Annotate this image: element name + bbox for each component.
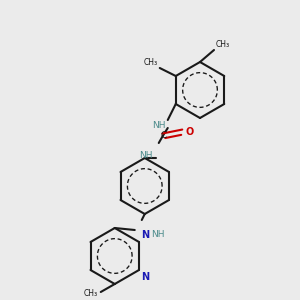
Text: CH₃: CH₃ [144,58,158,67]
Text: NH: NH [151,230,164,239]
Text: C: C [160,130,167,140]
Text: CH₃: CH₃ [84,289,98,298]
Text: N: N [141,272,149,282]
Text: NH: NH [152,121,166,130]
Text: O: O [186,127,194,137]
Text: NH: NH [139,151,153,160]
Text: N: N [141,230,149,240]
Text: CH₃: CH₃ [216,40,230,49]
